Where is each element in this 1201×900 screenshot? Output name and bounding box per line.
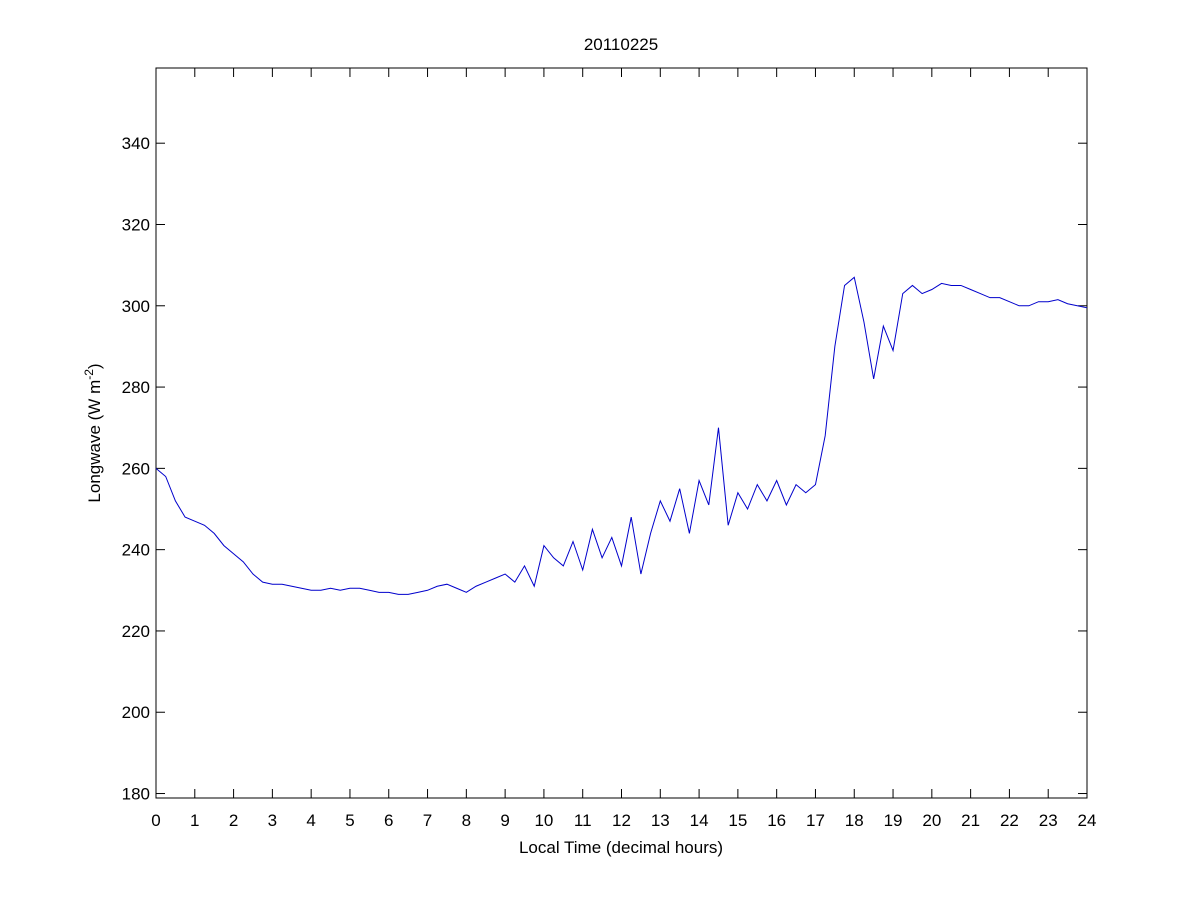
x-tick-label: 9 bbox=[500, 811, 509, 830]
x-tick-label: 24 bbox=[1078, 811, 1097, 830]
x-tick-label: 5 bbox=[345, 811, 354, 830]
y-label-close: ) bbox=[85, 363, 104, 369]
y-label-text: Longwave (W m bbox=[85, 380, 104, 503]
y-label-sup: -2 bbox=[82, 369, 96, 380]
x-tick-label: 3 bbox=[268, 811, 277, 830]
y-tick-label: 220 bbox=[122, 622, 150, 641]
x-tick-label: 23 bbox=[1039, 811, 1058, 830]
y-tick-label: 180 bbox=[122, 785, 150, 804]
x-tick-label: 15 bbox=[728, 811, 747, 830]
x-tick-label: 18 bbox=[845, 811, 864, 830]
y-tick-label: 280 bbox=[122, 378, 150, 397]
x-tick-label: 8 bbox=[462, 811, 471, 830]
x-tick-label: 10 bbox=[534, 811, 553, 830]
plot-frame bbox=[155, 67, 1088, 799]
y-tick-label: 240 bbox=[122, 541, 150, 560]
x-tick-label: 22 bbox=[1000, 811, 1019, 830]
y-tick-label: 200 bbox=[122, 703, 150, 722]
y-tick-label: 320 bbox=[122, 215, 150, 234]
x-tick-label: 7 bbox=[423, 811, 432, 830]
x-tick-label: 19 bbox=[884, 811, 903, 830]
x-tick-label: 0 bbox=[151, 811, 160, 830]
x-tick-label: 11 bbox=[574, 811, 592, 830]
data-line bbox=[155, 276, 1088, 595]
x-tick-label: 20 bbox=[922, 811, 941, 830]
x-tick-label: 14 bbox=[690, 811, 709, 830]
x-tick-label: 6 bbox=[384, 811, 393, 830]
x-tick-label: 16 bbox=[767, 811, 786, 830]
y-tick-label: 260 bbox=[122, 459, 150, 478]
x-axis-label: Local Time (decimal hours) bbox=[519, 838, 723, 857]
y-axis-label: Longwave (W m-2) bbox=[82, 363, 104, 502]
chart-title: 20110225 bbox=[584, 35, 658, 54]
x-tick-label: 1 bbox=[190, 811, 199, 830]
x-tick-label: 21 bbox=[961, 811, 980, 830]
x-tick-label: 17 bbox=[806, 811, 825, 830]
y-tick-label: 340 bbox=[122, 134, 150, 153]
x-tick-label: 13 bbox=[651, 811, 670, 830]
x-tick-label: 4 bbox=[306, 811, 315, 830]
x-tick-label: 12 bbox=[612, 811, 631, 830]
y-tick-label: 300 bbox=[122, 297, 150, 316]
x-tick-label: 2 bbox=[229, 811, 238, 830]
